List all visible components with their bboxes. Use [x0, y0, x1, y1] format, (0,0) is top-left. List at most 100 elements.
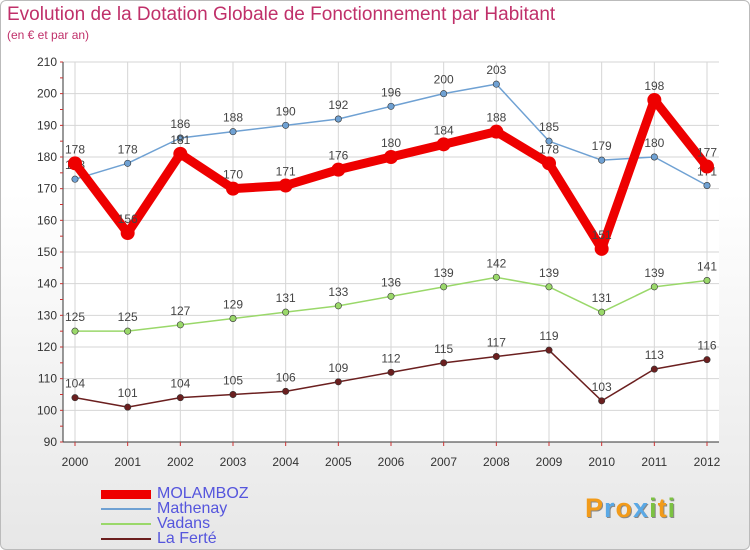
data-label-la-fert-: 104	[65, 377, 85, 391]
data-label-la-fert-: 105	[223, 374, 243, 388]
data-point-vadans	[703, 276, 711, 284]
x-tick-label: 2012	[694, 455, 721, 469]
y-tick-label: 90	[44, 435, 58, 449]
y-tick-label: 210	[37, 55, 57, 69]
y-tick-label: 170	[37, 182, 57, 196]
data-point-molamboz	[700, 159, 714, 174]
data-label-mathenay: 179	[592, 139, 612, 153]
data-label-vadans: 129	[223, 298, 243, 312]
data-label-la-fert-: 115	[434, 342, 453, 356]
data-label-la-fert-: 117	[487, 336, 506, 350]
data-point-mathenay	[387, 102, 395, 110]
data-point-molamboz	[384, 150, 398, 164]
data-point-vadans	[124, 327, 132, 335]
data-label-la-fert-: 103	[592, 380, 612, 394]
data-label-mathenay: 178	[118, 142, 138, 156]
data-label-molamboz: 176	[328, 149, 348, 163]
data-point-mathenay	[703, 182, 711, 190]
data-point-la-fert-	[124, 403, 132, 411]
y-tick-label: 110	[38, 372, 57, 386]
data-label-vadans: 139	[539, 266, 559, 280]
data-label-mathenay: 192	[328, 98, 348, 112]
legend-swatch	[101, 508, 151, 510]
data-point-la-fert-	[229, 390, 237, 398]
data-point-mathenay	[229, 128, 237, 136]
data-point-mathenay	[492, 80, 500, 88]
data-label-molamboz: 181	[170, 133, 190, 147]
y-tick-label: 200	[37, 87, 57, 101]
data-point-molamboz	[331, 162, 346, 177]
data-point-molamboz	[278, 178, 293, 193]
data-point-la-fert-	[71, 394, 79, 402]
x-tick-label: 2008	[483, 455, 510, 469]
data-label-mathenay: 180	[644, 136, 664, 150]
data-point-mathenay	[334, 115, 342, 123]
legend-swatch	[101, 523, 151, 525]
data-label-vadans: 125	[118, 310, 138, 324]
data-label-mathenay: 190	[276, 104, 296, 118]
data-label-vadans: 127	[170, 304, 190, 318]
data-point-vadans	[492, 273, 500, 281]
legend-label: Mathenay	[157, 500, 228, 517]
data-label-mathenay: 196	[381, 85, 401, 99]
chart-subtitle: (en € et par an)	[7, 28, 90, 42]
data-point-vadans	[334, 302, 342, 310]
x-tick-label: 2004	[272, 455, 299, 469]
logo-letter: x	[633, 493, 650, 523]
y-tick-label: 160	[37, 213, 57, 227]
data-point-molamboz	[647, 93, 662, 107]
data-point-molamboz	[594, 241, 609, 256]
legend-label: Vadans	[157, 515, 211, 532]
data-point-molamboz	[173, 146, 188, 161]
x-tick-label: 2001	[114, 455, 141, 469]
data-point-la-fert-	[334, 378, 342, 386]
y-tick-label: 130	[37, 308, 57, 322]
data-point-mathenay	[124, 159, 132, 167]
data-point-molamboz	[489, 124, 504, 139]
data-point-molamboz	[68, 156, 82, 171]
x-tick-label: 2000	[62, 455, 89, 469]
data-label-vadans: 131	[592, 291, 612, 305]
data-point-molamboz	[436, 137, 451, 152]
y-tick-label: 180	[37, 150, 57, 164]
data-point-la-fert-	[440, 359, 448, 367]
x-tick-label: 2006	[378, 455, 405, 469]
data-label-la-fert-: 106	[276, 370, 296, 384]
data-label-vadans: 141	[697, 260, 717, 274]
legend-swatch	[101, 490, 151, 499]
data-point-vadans	[176, 321, 184, 329]
data-point-la-fert-	[703, 356, 711, 364]
data-point-vadans	[650, 283, 658, 291]
data-label-vadans: 139	[644, 266, 664, 280]
data-label-molamboz: 171	[276, 165, 296, 179]
data-point-la-fert-	[492, 352, 500, 360]
legend-swatch	[101, 538, 151, 540]
data-point-vadans	[282, 308, 290, 316]
x-tick-label: 2010	[588, 455, 615, 469]
logo-letter: i	[667, 493, 677, 523]
data-label-molamboz: 180	[381, 136, 401, 150]
data-label-molamboz: 177	[697, 146, 717, 160]
data-point-mathenay	[440, 90, 448, 98]
legend-label: La Ferté	[157, 530, 217, 547]
data-point-molamboz	[120, 226, 135, 240]
data-label-molamboz: 188	[486, 111, 506, 125]
data-label-mathenay: 200	[434, 73, 454, 87]
logo-letter: t	[657, 493, 668, 523]
x-tick-label: 2003	[220, 455, 247, 469]
x-tick-label: 2009	[536, 455, 563, 469]
y-tick-label: 120	[37, 340, 57, 354]
data-label-vadans: 133	[328, 285, 348, 299]
y-tick-label: 190	[37, 118, 57, 132]
data-label-molamboz: 156	[118, 212, 138, 226]
data-point-molamboz	[542, 156, 556, 171]
data-point-la-fert-	[176, 394, 184, 402]
data-label-vadans: 131	[276, 291, 296, 305]
data-point-vadans	[545, 283, 553, 291]
data-point-vadans	[440, 283, 448, 291]
data-label-molamboz: 184	[434, 123, 454, 137]
data-label-mathenay: 185	[539, 120, 559, 134]
data-label-molamboz: 198	[644, 79, 664, 93]
logo-letter: P	[585, 493, 605, 523]
data-label-la-fert-: 116	[697, 339, 716, 353]
